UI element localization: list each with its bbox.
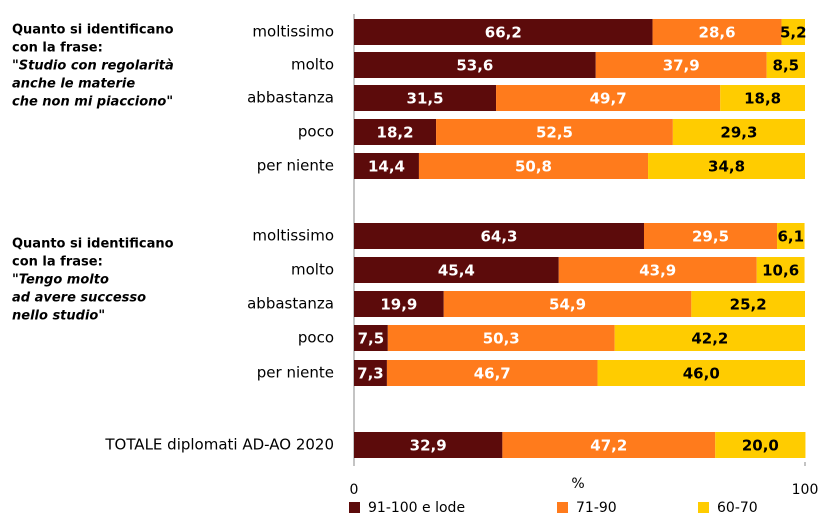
data-label: 66,2 bbox=[485, 24, 522, 42]
bar-segment bbox=[756, 257, 805, 283]
data-label: 46,7 bbox=[474, 365, 511, 383]
bar-segment bbox=[496, 85, 721, 111]
legend-label: 71-90 bbox=[576, 500, 617, 516]
bar-segment bbox=[595, 52, 767, 78]
bar-segment bbox=[354, 19, 653, 45]
legend-swatch bbox=[698, 502, 709, 513]
bar-segment bbox=[354, 432, 503, 458]
bar-segment bbox=[354, 223, 644, 249]
bar-segment bbox=[354, 119, 437, 145]
bar-segment bbox=[558, 257, 757, 283]
legend-label: 60-70 bbox=[717, 500, 758, 516]
data-label: 6,1 bbox=[778, 228, 805, 246]
bar-segment bbox=[720, 85, 805, 111]
category-label: poco bbox=[298, 329, 334, 347]
bar-segment bbox=[597, 360, 805, 386]
bar-segment bbox=[672, 119, 805, 145]
bar-segment bbox=[354, 325, 388, 351]
annotation-line: "Tengo molto bbox=[12, 273, 109, 288]
data-label: 18,8 bbox=[744, 90, 781, 108]
annotation-line: ad avere successo bbox=[12, 291, 146, 306]
data-label: 50,3 bbox=[483, 330, 520, 348]
category-label: molto bbox=[291, 261, 334, 279]
data-label: 18,2 bbox=[377, 124, 414, 142]
data-label: 7,5 bbox=[358, 330, 385, 348]
data-label: 31,5 bbox=[407, 90, 444, 108]
data-label: 32,9 bbox=[410, 437, 447, 455]
data-label: 53,6 bbox=[456, 57, 493, 75]
data-label: 47,2 bbox=[590, 437, 627, 455]
data-label: 5,2 bbox=[780, 24, 807, 42]
bar-segment bbox=[648, 153, 805, 179]
bar-segment bbox=[502, 432, 716, 458]
data-label: 49,7 bbox=[590, 90, 627, 108]
category-label: abbastanza bbox=[247, 295, 334, 313]
category-label: TOTALE diplomati AD-AO 2020 bbox=[104, 436, 334, 454]
data-label: 34,8 bbox=[708, 158, 745, 176]
data-label: 50,8 bbox=[515, 158, 552, 176]
data-label: 46,0 bbox=[683, 365, 720, 383]
bar-segment bbox=[386, 360, 598, 386]
data-label: 45,4 bbox=[438, 262, 475, 280]
annotation-line: con la frase: bbox=[12, 255, 103, 270]
data-label: 25,2 bbox=[730, 296, 767, 314]
bar-segment bbox=[652, 19, 782, 45]
bar-segment bbox=[354, 360, 387, 386]
category-label: abbastanza bbox=[247, 89, 334, 107]
annotation-line: "Studio con regolarità bbox=[12, 59, 174, 74]
category-label: per niente bbox=[257, 364, 334, 382]
x-axis-label: % bbox=[571, 476, 584, 492]
data-label: 54,9 bbox=[549, 296, 586, 314]
data-label: 52,5 bbox=[536, 124, 573, 142]
data-label: 14,4 bbox=[368, 158, 405, 176]
data-label: 10,6 bbox=[762, 262, 799, 280]
bar-segment bbox=[418, 153, 649, 179]
data-label: 43,9 bbox=[639, 262, 676, 280]
annotation-line: anche le materie bbox=[12, 77, 135, 92]
data-label: 37,9 bbox=[663, 57, 700, 75]
data-label: 29,3 bbox=[720, 124, 757, 142]
bar-segment bbox=[715, 432, 806, 458]
category-label: per niente bbox=[257, 157, 334, 175]
data-label: 42,2 bbox=[691, 330, 728, 348]
annotation-line: che non mi piacciono" bbox=[12, 95, 173, 110]
category-label: molto bbox=[291, 56, 334, 74]
bar-segment bbox=[354, 257, 559, 283]
data-label: 29,5 bbox=[692, 228, 729, 246]
data-label: 19,9 bbox=[380, 296, 417, 314]
bar-segment bbox=[781, 19, 805, 45]
data-label: 8,5 bbox=[773, 57, 800, 75]
bar-segment bbox=[387, 325, 615, 351]
annotation-line: nello studio" bbox=[12, 309, 105, 324]
data-label: 28,6 bbox=[699, 24, 736, 42]
bar-segment bbox=[354, 52, 596, 78]
data-label: 64,3 bbox=[480, 228, 517, 246]
bar-segment bbox=[354, 291, 444, 317]
bar-segment bbox=[643, 223, 778, 249]
bar-segment bbox=[354, 85, 497, 111]
annotation-line: Quanto si identificano bbox=[12, 237, 174, 252]
legend-swatch bbox=[557, 502, 568, 513]
bar-segment bbox=[766, 52, 805, 78]
bar-segment bbox=[436, 119, 673, 145]
bar-segment bbox=[777, 223, 805, 249]
data-label: 20,0 bbox=[742, 437, 779, 455]
bar-segment bbox=[691, 291, 805, 317]
data-label: 7,3 bbox=[357, 365, 384, 383]
legend-swatch bbox=[349, 502, 360, 513]
category-label: poco bbox=[298, 123, 334, 141]
x-tick-label: 100 bbox=[792, 482, 819, 498]
x-tick-label: 0 bbox=[350, 482, 359, 498]
category-label: moltissimo bbox=[252, 23, 334, 41]
bar-segment bbox=[443, 291, 692, 317]
category-label: moltissimo bbox=[252, 227, 334, 245]
bar-segment bbox=[614, 325, 805, 351]
annotation-line: Quanto si identificano bbox=[12, 23, 174, 38]
annotation-line: con la frase: bbox=[12, 41, 103, 56]
bar-segment bbox=[354, 153, 419, 179]
legend-label: 91-100 e lode bbox=[368, 500, 465, 516]
